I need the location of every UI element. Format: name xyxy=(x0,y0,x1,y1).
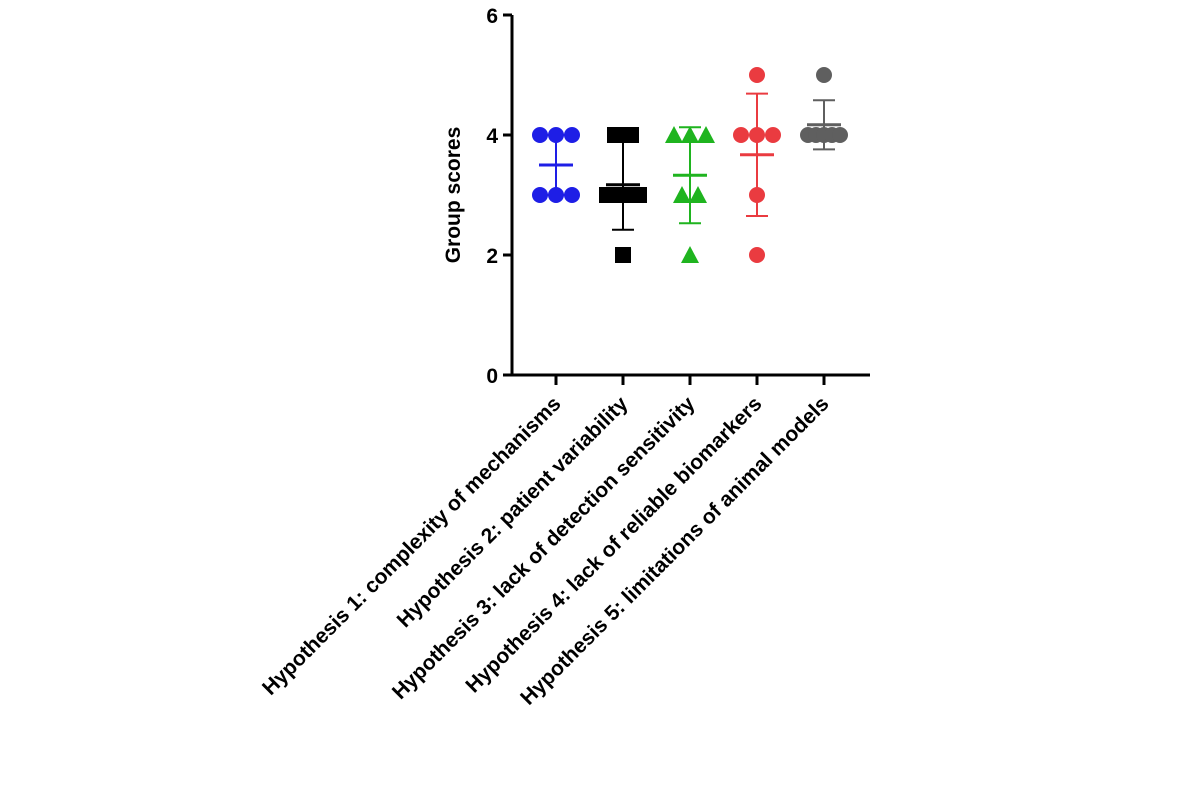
y-tick-label: 2 xyxy=(486,245,498,268)
point xyxy=(631,187,647,203)
y-tick-label: 6 xyxy=(486,5,498,28)
point xyxy=(532,187,548,203)
y-axis-label: Group scores xyxy=(442,127,465,264)
point xyxy=(681,246,699,263)
point xyxy=(532,127,548,143)
y-tick-label: 0 xyxy=(486,365,498,388)
point xyxy=(749,247,765,263)
point xyxy=(816,67,832,83)
point xyxy=(697,126,715,143)
point xyxy=(749,67,765,83)
point xyxy=(673,186,691,203)
point xyxy=(599,187,615,203)
point xyxy=(733,127,749,143)
point xyxy=(615,247,631,263)
point xyxy=(665,126,683,143)
x-tick-label: Hypothesis 3: lack of detection sensitiv… xyxy=(388,392,700,704)
y-tick-label: 4 xyxy=(486,125,498,148)
point xyxy=(832,127,848,143)
point xyxy=(765,127,781,143)
point xyxy=(564,127,580,143)
point xyxy=(564,187,580,203)
point xyxy=(689,186,707,203)
x-tick-label: Hypothesis 5: limitations of animal mode… xyxy=(516,392,833,709)
